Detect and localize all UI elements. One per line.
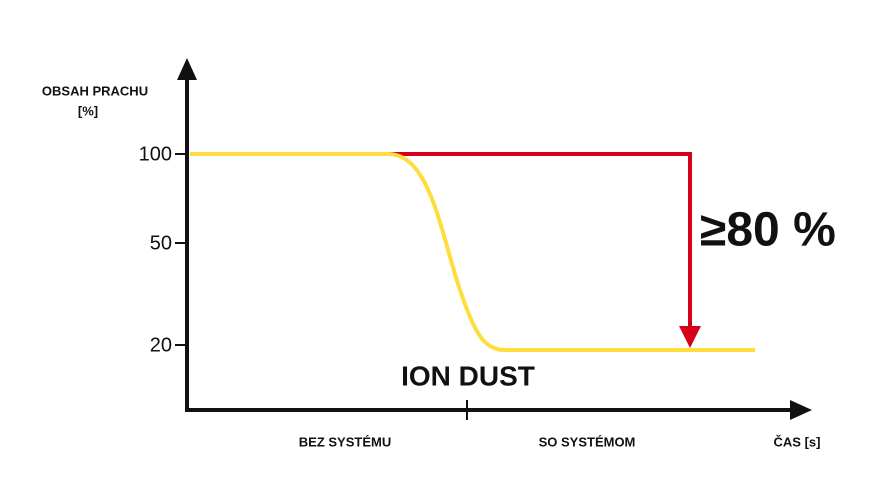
y-axis-arrow bbox=[177, 58, 197, 80]
system-label: ION DUST bbox=[401, 360, 535, 391]
x-axis-arrow bbox=[790, 400, 812, 420]
y-axis-label: OBSAH PRACHU bbox=[42, 83, 148, 98]
x-axis-label: ČAS [s] bbox=[774, 434, 821, 449]
y-tick-label: 100 bbox=[139, 143, 172, 165]
x-segment-label: SO SYSTÉMOM bbox=[539, 434, 636, 449]
y-axis-unit: [%] bbox=[78, 103, 98, 118]
y-tick-label: 50 bbox=[150, 232, 172, 254]
x-segment-label: BEZ SYSTÉMU bbox=[299, 434, 391, 449]
reduction-line bbox=[390, 152, 692, 330]
dust-curve bbox=[190, 152, 755, 352]
reduction-arrow bbox=[679, 326, 701, 348]
y-tick-label: 20 bbox=[150, 334, 172, 356]
reduction-label: ≥80 % bbox=[700, 204, 836, 257]
